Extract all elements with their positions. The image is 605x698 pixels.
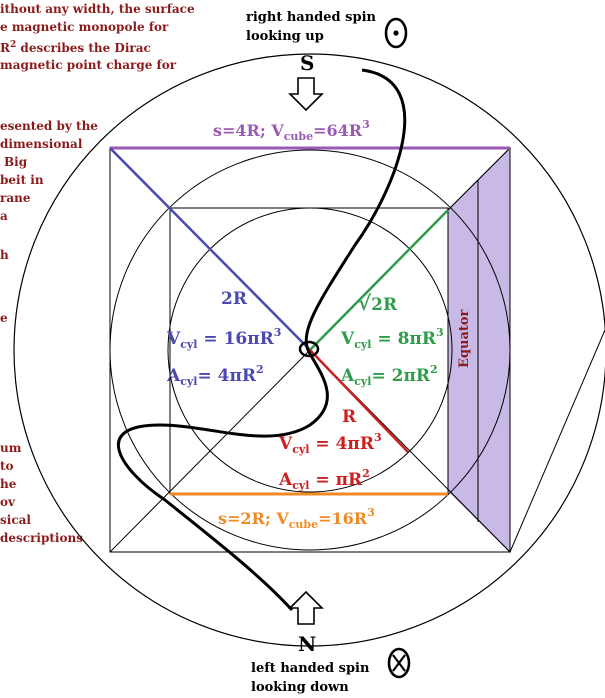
circle-dot-icon xyxy=(384,17,408,49)
left-text-line9: um xyxy=(0,441,22,455)
outer-circle xyxy=(13,53,605,647)
left-text-line11: he xyxy=(0,477,17,491)
red-radius xyxy=(309,349,409,453)
field-line-curve xyxy=(116,68,407,612)
green-radius xyxy=(309,209,449,351)
red-area: Acyl = πR2 xyxy=(278,467,370,492)
left-text-line3: Big xyxy=(4,155,28,169)
blue-radius-label: 2R xyxy=(221,289,248,309)
top-text-line3: R2 describes the Dirac xyxy=(0,40,151,55)
diagonal-ne-sw-lower xyxy=(109,349,311,553)
red-radius-label: R xyxy=(342,407,357,427)
top-text-line2: e magnetic monopole for xyxy=(0,20,169,34)
left-text-line1: esented by the xyxy=(0,119,98,133)
orange-formula: s=2R; Vcube=16R3 xyxy=(218,506,375,531)
pole-s-label: S xyxy=(300,51,314,75)
left-text-line7: h xyxy=(0,248,9,262)
tangent-line xyxy=(509,329,605,553)
red-volume: Vcyl = 4πR3 xyxy=(278,431,382,456)
blue-area: Acyl= 4πR2 xyxy=(166,363,264,388)
pole-n-label: N xyxy=(298,632,316,656)
left-text-line12: ov xyxy=(0,495,15,509)
left-text-line4: beit in xyxy=(0,173,44,187)
left-text-line13: sical xyxy=(0,513,31,527)
green-radius-label: √2R xyxy=(358,291,398,315)
hollow-arrow-up-icon xyxy=(288,590,324,625)
center-spin-icon xyxy=(298,340,320,358)
top-text-line4: magnetic point charge for xyxy=(0,58,177,72)
purple-formula: s=4R; Vcube=64R3 xyxy=(213,118,370,143)
green-volume: Vcyl = 8πR3 xyxy=(340,326,444,351)
green-area: Acyl= 2πR2 xyxy=(340,363,438,388)
left-text-line10: to xyxy=(0,459,14,473)
left-text-line5: rane xyxy=(0,191,31,205)
equator-label: Equator xyxy=(457,309,472,368)
hollow-arrow-down-icon xyxy=(288,77,324,112)
spin-top-line1: right handed spin xyxy=(246,10,377,25)
circle-x-icon xyxy=(387,647,411,679)
blue-radius xyxy=(109,147,311,351)
left-text-line8: e xyxy=(0,311,8,325)
diagonal-ne-outer xyxy=(447,147,511,211)
spin-bottom-line2: looking down xyxy=(251,680,349,695)
spin-top-line2: looking up xyxy=(246,29,324,44)
left-text-line6: a xyxy=(0,209,8,223)
left-text-line2: dimensional xyxy=(0,137,83,151)
spin-bottom-line1: left handed spin xyxy=(251,661,370,676)
left-text-line14: descriptions xyxy=(0,531,83,545)
top-text-line1: ithout any width, the surface xyxy=(0,2,195,16)
blue-volume: Vcyl = 16πR3 xyxy=(166,326,281,351)
